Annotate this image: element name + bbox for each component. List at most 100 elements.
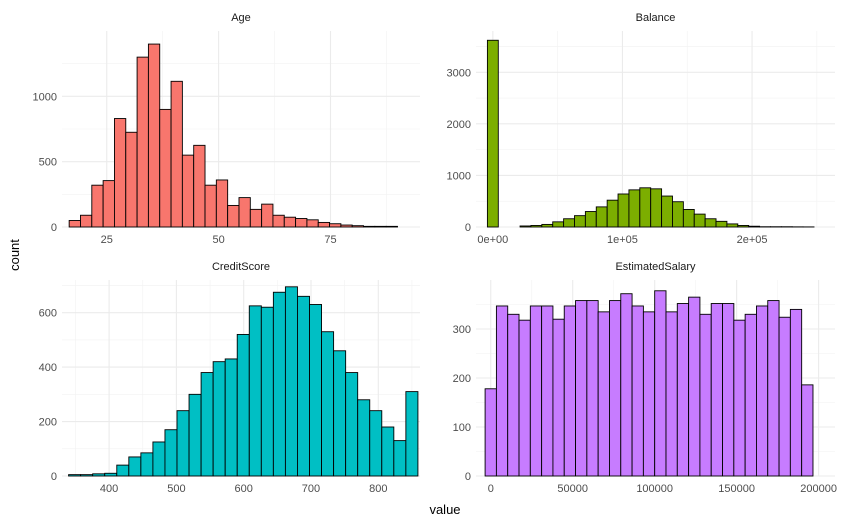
histogram-bar	[574, 215, 586, 228]
y-tick-label: 0	[465, 222, 471, 234]
histogram-bar	[733, 319, 746, 477]
histogram-bar	[91, 184, 104, 228]
histogram-bar	[200, 372, 214, 477]
histogram-bar	[628, 189, 641, 228]
histogram-bar	[272, 291, 286, 477]
histogram-bar	[297, 295, 310, 477]
histogram-bar	[693, 213, 706, 228]
histogram-bar	[563, 305, 576, 477]
x-tick-label: 150000	[718, 483, 755, 495]
histogram-bar	[650, 188, 663, 228]
y-tick-label: 0	[51, 471, 57, 483]
histogram-bar	[116, 464, 130, 477]
histogram-bar	[661, 195, 673, 228]
y-tick-label: 0	[465, 471, 471, 483]
y-tick-label: 300	[453, 324, 471, 336]
histogram-bar	[164, 429, 178, 477]
y-tick-label: 1000	[447, 170, 471, 182]
histogram-bar	[688, 296, 701, 477]
y-tick-label: 200	[39, 417, 57, 429]
x-tick-label: 25	[101, 234, 113, 246]
x-tick-label: 50000	[557, 483, 588, 495]
x-tick-label: 0	[488, 483, 494, 495]
histogram-bar	[617, 193, 630, 228]
y-tick-label: 0	[51, 222, 57, 234]
x-tick-label: 700	[302, 483, 320, 495]
histogram-bar	[80, 214, 93, 228]
histogram-bar	[704, 218, 717, 228]
histogram-bar	[737, 224, 750, 228]
histogram-bar	[722, 303, 735, 477]
histogram-bar	[519, 225, 532, 228]
x-axis-title: value	[429, 502, 460, 517]
histogram-bar	[552, 318, 565, 477]
histogram-bar	[726, 223, 739, 228]
histogram-bar	[212, 361, 226, 477]
x-tick-label: 75	[324, 234, 336, 246]
histogram-bar	[699, 313, 712, 477]
histogram-bar	[642, 311, 656, 477]
histogram-bar	[620, 293, 633, 477]
histogram-bar	[385, 225, 398, 228]
histogram-bar	[541, 305, 554, 477]
histogram-bar	[351, 225, 364, 228]
histogram-bar	[333, 350, 347, 477]
histogram-bar	[283, 216, 297, 228]
x-tick-label: 1e+05	[607, 234, 638, 246]
histogram-bar	[654, 290, 667, 477]
histogram-bar	[238, 197, 251, 228]
histogram-bar	[393, 440, 407, 477]
y-axis-title: count	[7, 239, 22, 271]
histogram-bar	[249, 208, 263, 228]
x-tick-label: 500	[167, 483, 185, 495]
histogram-bar	[789, 308, 803, 477]
histogram-bar	[778, 316, 791, 477]
histogram-bar	[188, 393, 202, 477]
histogram-bar	[224, 358, 238, 477]
histogram-bar	[309, 304, 323, 477]
histogram-bar	[295, 218, 308, 228]
panel-estimatedsalary: 0 100 200 300 0 50000 100000 150000 200000 Estima…	[453, 261, 837, 495]
histogram-bar	[159, 108, 172, 228]
histogram-bar	[606, 199, 619, 228]
histogram-bar	[672, 201, 684, 228]
x-tick-label: 800	[369, 483, 387, 495]
histogram-bar	[486, 39, 499, 228]
histogram-bar	[529, 305, 543, 477]
histogram-bar	[136, 56, 149, 228]
histogram-bar	[152, 441, 166, 477]
histogram-bar	[272, 214, 285, 228]
histogram-bar	[595, 206, 608, 228]
x-tick-label: 0e+00	[477, 234, 508, 246]
histogram-bar	[369, 410, 383, 477]
histogram-bar	[215, 179, 229, 228]
x-tick-label: 600	[235, 483, 253, 495]
histogram-bar	[715, 220, 728, 228]
y-tick-label: 100	[453, 422, 471, 434]
histogram-bar	[665, 311, 678, 477]
histogram-bar	[518, 319, 531, 477]
facet-title: Balance	[636, 12, 676, 24]
facet-title: Age	[231, 12, 251, 24]
histogram-bar	[552, 221, 565, 228]
histogram-bar	[405, 391, 419, 477]
histogram-bar	[193, 144, 206, 228]
y-tick-label: 2000	[447, 119, 471, 131]
panel-creditscore: 0 200 400 600 400 500 600 700 800 CreditScore	[39, 261, 420, 495]
histogram-bar	[357, 399, 371, 477]
histogram-bar	[261, 203, 274, 228]
histogram-bar	[363, 225, 376, 228]
histogram-bar	[484, 388, 497, 477]
histogram-bar	[204, 184, 217, 228]
x-tick-label: 200000	[800, 483, 837, 495]
y-tick-label: 1000	[33, 91, 57, 103]
x-tick-label: 50	[213, 234, 225, 246]
histogram-bar	[639, 187, 652, 228]
histogram-bar	[584, 211, 597, 228]
histogram-bar	[125, 131, 138, 228]
histogram-bar	[104, 472, 118, 477]
histogram-bar	[340, 224, 353, 228]
histogram-bar	[682, 209, 695, 228]
histogram-bar	[767, 300, 780, 477]
